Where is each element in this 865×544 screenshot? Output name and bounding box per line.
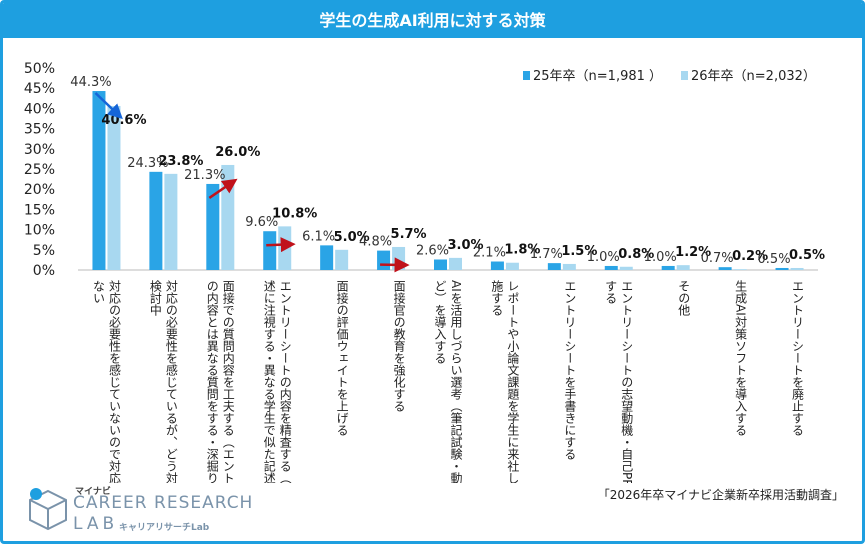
- y-tick-label: 10%: [24, 223, 55, 239]
- category-label-cont: ど）を導入する: [433, 280, 447, 364]
- data-label-25: 2.6%: [416, 243, 449, 258]
- y-tick-label: 25%: [24, 162, 55, 178]
- data-label-26: 26.0%: [215, 145, 260, 160]
- bar-25: [490, 261, 504, 270]
- data-label-26: 1.2%: [675, 245, 711, 260]
- data-label-26: 10.8%: [272, 206, 317, 221]
- data-label-25: 0.7%: [701, 251, 734, 266]
- data-label-26: 1.8%: [504, 243, 540, 258]
- data-label-25: 1.0%: [644, 250, 677, 265]
- data-label-25: 1.7%: [530, 247, 563, 262]
- bar-chart: 0% 5% 10% 15% 20% 25% 30% 35% 40% 45% 50% 44.3% 40.6…: [24, 61, 825, 483]
- category-label-cont: 述に注視する・異なる学生で似た記述がないか）: [262, 280, 276, 483]
- bar-26: [392, 246, 406, 270]
- bar-26: [733, 269, 747, 270]
- data-label-25: 44.3%: [70, 75, 111, 90]
- bar-26: [164, 173, 178, 270]
- y-tick-label: 35%: [24, 122, 55, 138]
- bar-26: [790, 267, 804, 270]
- data-label-26: 5.0%: [334, 230, 370, 245]
- bar-26: [335, 249, 349, 270]
- y-tick-label: 0%: [33, 263, 55, 279]
- logo-title: CAREER RESEARCH: [73, 493, 254, 513]
- decrease-arrow: [94, 92, 123, 120]
- bar-25: [775, 267, 789, 270]
- data-label-26: 23.8%: [158, 154, 203, 169]
- category-label: レポートや小論文課題を学生に来社してもらい実: [506, 280, 520, 483]
- increase-arrow: [208, 178, 238, 199]
- y-tick-label: 40%: [24, 101, 55, 117]
- bar-25: [434, 259, 447, 270]
- logo-brand: マイナビ: [75, 487, 111, 497]
- data-label-26: 0.2%: [732, 249, 768, 264]
- legend-swatch: [523, 71, 530, 80]
- data-label-26: 0.8%: [618, 247, 654, 262]
- data-label-26: 3.0%: [447, 238, 483, 253]
- bar-26: [449, 257, 462, 270]
- bar-26: [619, 266, 633, 270]
- category-label: 面接での質問内容を工夫する（エントリーシート: [221, 280, 235, 483]
- bar-25: [661, 265, 675, 270]
- legend-label: 26年卒（n=2,032）: [691, 69, 816, 84]
- bar-26: [107, 105, 121, 270]
- data-label-26: 5.7%: [391, 227, 427, 242]
- category-label-cont: ない: [91, 280, 105, 304]
- category-label: エントリーシートを廃止する: [791, 280, 805, 436]
- data-label-25: 1.0%: [587, 250, 620, 265]
- y-tick-label: 30%: [24, 142, 55, 158]
- chart-title: 学生の生成AI利用に対する対策: [3, 3, 862, 38]
- bar-26: [505, 262, 519, 270]
- category-label: 生成AI対策ソフトを導入する: [734, 280, 748, 436]
- bar-25: [547, 263, 561, 270]
- bar-26: [562, 263, 576, 270]
- source-note: 「2026年卒マイナビ企業新卒採用活動調査」: [597, 488, 844, 502]
- bar-26: [278, 226, 292, 270]
- category-label-cont: する: [604, 280, 618, 304]
- data-label-25: 0.5%: [758, 252, 791, 267]
- bar-25: [604, 265, 618, 270]
- data-label-25: 9.6%: [245, 215, 278, 230]
- bar-25: [263, 231, 277, 270]
- career-research-lab-logo: マイナビ CAREER RESEARCH LAB キャリアリサーチLab: [27, 483, 267, 535]
- data-label-25: 24.3%: [127, 156, 168, 171]
- category-label-cont: の内容とは異なる質問をする・深掘り質問をする: [205, 280, 219, 483]
- increase-arrow: [266, 237, 296, 253]
- legend-label: 25年卒（n=1,981 ）: [533, 69, 662, 84]
- bar-25: [320, 245, 334, 270]
- y-tick-label: 45%: [24, 81, 55, 97]
- category-label: エントリーシートの志望動機・自己PR欄を廃止: [620, 280, 634, 483]
- bar-26: [676, 265, 690, 270]
- bar-25: [718, 267, 732, 270]
- data-label-25: 2.1%: [473, 246, 506, 261]
- category-label-cont: 検討中: [148, 280, 162, 316]
- bar-25: [377, 250, 391, 270]
- y-tick-label: 5%: [33, 243, 55, 259]
- y-tick-label: 15%: [24, 202, 55, 218]
- category-label: 面接官の教育を強化する: [392, 280, 406, 412]
- y-tick-label: 20%: [24, 182, 55, 198]
- logo-cube-icon: [29, 488, 67, 531]
- data-label-25: 21.3%: [184, 168, 225, 183]
- category-label: エントリーシートの内容を精査する（不自然な記: [278, 280, 292, 483]
- data-label-25: 4.8%: [359, 235, 392, 250]
- bar-25: [92, 91, 106, 270]
- legend-swatch: [681, 71, 688, 80]
- data-label-26: 0.5%: [789, 248, 825, 263]
- category-label: 面接の評価ウェイトを上げる: [335, 280, 349, 436]
- category-label: AIを活用しづらい選考（筆記試験・動画ESな: [449, 280, 463, 483]
- bar-25: [206, 183, 220, 270]
- category-label: エントリーシートを手書きにする: [563, 280, 577, 460]
- data-label-26: 1.5%: [561, 244, 597, 259]
- category-label-cont: 施する: [490, 280, 504, 316]
- data-label-26: 40.6%: [101, 113, 146, 128]
- category-label: 対応の必要性を感じていないので対応する予定も: [107, 280, 121, 483]
- logo-lab: LAB: [73, 514, 119, 534]
- category-label: その他: [677, 280, 691, 316]
- bar-25: [149, 171, 163, 270]
- category-label: 対応の必要性を感じているが、どう対応すべきか: [164, 280, 178, 483]
- y-tick-label: 50%: [24, 61, 55, 77]
- logo-subtitle: キャリアリサーチLab: [119, 523, 210, 533]
- data-label-25: 6.1%: [302, 229, 335, 244]
